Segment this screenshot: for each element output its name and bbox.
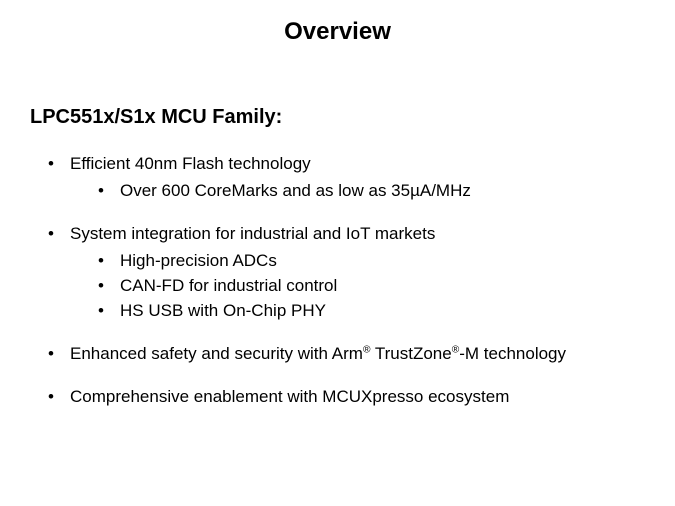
list-item: Comprehensive enablement with MCUXpresso… [48,386,645,409]
bullet-text: High-precision ADCs [120,251,277,270]
bullet-text: CAN-FD for industrial control [120,276,337,295]
sub-list: Over 600 CoreMarks and as low as 35µA/MH… [70,180,645,203]
list-item: System integration for industrial and Io… [48,223,645,323]
list-item: High-precision ADCs [98,250,645,273]
list-item: Efficient 40nm Flash technology Over 600… [48,153,645,203]
list-item: HS USB with On-Chip PHY [98,300,645,323]
sub-list: High-precision ADCs CAN-FD for industria… [70,250,645,323]
bullet-text: Efficient 40nm Flash technology [70,154,311,173]
list-item: CAN-FD for industrial control [98,275,645,298]
bullet-list: Efficient 40nm Flash technology Over 600… [30,153,645,409]
bullet-text: Over 600 CoreMarks and as low as 35µA/MH… [120,181,471,200]
list-item: Enhanced safety and security with Arm® T… [48,343,645,366]
bullet-text: System integration for industrial and Io… [70,224,435,243]
bullet-text: Comprehensive enablement with MCUXpresso… [70,387,509,406]
slide-title: Overview [0,0,675,46]
list-item: Over 600 CoreMarks and as low as 35µA/MH… [98,180,645,203]
bullet-text: Enhanced safety and security with Arm [70,344,363,363]
bullet-text: TrustZone [370,344,451,363]
section-heading: LPC551x/S1x MCU Family: [30,106,645,129]
content-area: LPC551x/S1x MCU Family: Efficient 40nm F… [0,46,675,409]
bullet-text: -M technology [459,344,566,363]
bullet-text: HS USB with On-Chip PHY [120,301,326,320]
